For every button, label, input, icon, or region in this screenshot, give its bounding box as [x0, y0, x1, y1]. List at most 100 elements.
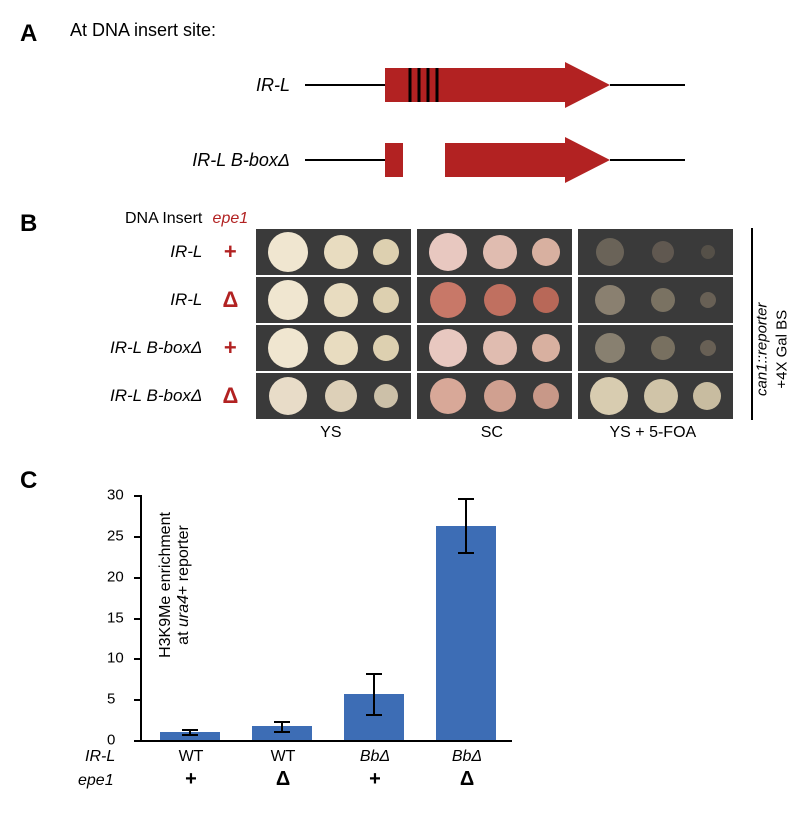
colony-spot	[595, 285, 625, 315]
spot-plate	[256, 325, 411, 371]
y-tick	[134, 618, 142, 620]
insert-label: IR-L B-boxΔ	[47, 386, 210, 406]
x-irl-value: BbΔ	[421, 748, 513, 766]
construct-irl-bbox-label: IR-L B-boxΔ	[150, 150, 290, 171]
y-tick	[134, 495, 142, 497]
error-cap	[274, 721, 290, 723]
y-tick-label: 30	[107, 487, 124, 504]
colony-spot	[652, 241, 674, 263]
y-tick	[134, 577, 142, 579]
colony-spot	[268, 232, 308, 272]
x-epe1-label: epe1	[78, 772, 114, 790]
colony-spot	[532, 334, 560, 362]
colony-spot	[651, 288, 675, 312]
colony-spot	[373, 287, 399, 313]
colony-spot	[324, 235, 358, 269]
colony-spot	[533, 383, 559, 409]
side-labels: can1::reporter +4X Gal BS +GDB-clr4-CDΔ	[752, 296, 793, 403]
construct-irl-bbox: IR-L B-boxΔ	[150, 135, 685, 185]
spot-plate	[417, 277, 572, 323]
insert-label: IR-L B-boxΔ	[47, 338, 210, 358]
colony-spot	[374, 384, 398, 408]
insert-label: IR-L	[47, 290, 210, 310]
colony-spot	[324, 283, 358, 317]
construct-irl-bbox-diagram	[305, 135, 685, 185]
colony-spot	[700, 292, 716, 308]
colony-spot	[373, 239, 399, 265]
chart-area: 051015202530	[140, 495, 512, 742]
colony-spot	[693, 382, 721, 410]
error-cap	[458, 498, 474, 500]
colony-spot	[429, 329, 467, 367]
x-irl-value: BbΔ	[329, 748, 421, 766]
y-tick-label: 20	[107, 568, 124, 585]
spot-plate	[417, 325, 572, 371]
epe1-value: Δ	[210, 287, 250, 313]
colony-spot	[644, 379, 678, 413]
spot-plate	[578, 277, 733, 323]
spot-plate	[578, 325, 733, 371]
colony-spot	[595, 333, 625, 363]
panel-b: B DNA Insert epe1 IR-L+IR-LΔIR-L B-boxΔ+…	[20, 210, 773, 442]
panel-b-row: IR-L B-boxΔ+	[47, 324, 773, 372]
construct-irl-label: IR-L	[150, 75, 290, 96]
y-tick-label: 10	[107, 650, 124, 667]
y-tick	[134, 536, 142, 538]
spot-plate	[417, 229, 572, 275]
colony-spot	[590, 377, 628, 415]
construct-irl-diagram	[305, 60, 685, 110]
colony-spot	[651, 336, 675, 360]
epe1-value: +	[210, 239, 250, 265]
epe1-header: epe1	[210, 210, 250, 228]
colony-spot	[430, 378, 466, 414]
x-irl-value: WT	[145, 748, 237, 766]
colony-spot	[269, 377, 307, 415]
error-cap	[458, 552, 474, 554]
y-tick-label: 15	[107, 609, 124, 626]
error-bar	[373, 673, 375, 714]
construct-irl: IR-L	[150, 60, 685, 110]
colony-spot	[268, 328, 308, 368]
epe1-value: Δ	[210, 383, 250, 409]
media-sc: SC	[411, 424, 572, 442]
x-labels-irl: WTWTBbΔBbΔ	[145, 748, 773, 766]
x-epe1-value: Δ	[421, 768, 513, 791]
x-irl-label: IR-L	[85, 748, 115, 766]
media-labels: YS SC YS + 5-FOA	[250, 424, 773, 442]
x-epe1-value: +	[145, 768, 237, 791]
colony-spot	[700, 340, 716, 356]
colony-spot	[268, 280, 308, 320]
error-cap	[182, 734, 198, 736]
error-cap	[366, 673, 382, 675]
colony-spot	[596, 238, 624, 266]
panel-b-label: B	[20, 210, 37, 238]
insert-label: IR-L	[47, 242, 210, 262]
panel-a-title: At DNA insert site:	[70, 20, 216, 41]
y-tick	[134, 658, 142, 660]
spot-plate	[578, 229, 733, 275]
error-cap	[366, 714, 382, 716]
panel-b-row: IR-L B-boxΔΔ	[47, 372, 773, 420]
panel-a: A At DNA insert site: IR-L IR-L B-boxΔ	[20, 20, 773, 200]
y-tick-label: 25	[107, 527, 124, 544]
panel-b-row: IR-LΔ	[47, 276, 773, 324]
spot-plate	[256, 229, 411, 275]
colony-spot	[324, 331, 358, 365]
x-epe1-value: Δ	[237, 768, 329, 791]
panel-c: C H3K9Me enrichment at ura4+ reporter 05…	[20, 467, 773, 791]
colony-spot	[429, 233, 467, 271]
x-epe1-value: +	[329, 768, 421, 791]
error-bar	[465, 498, 467, 552]
media-ys5foa: YS + 5-FOA	[572, 424, 733, 442]
y-tick-label: 5	[107, 691, 115, 708]
colony-spot	[483, 235, 517, 269]
colony-spot	[701, 245, 715, 259]
colony-spot	[483, 331, 517, 365]
x-irl-value: WT	[237, 748, 329, 766]
error-cap	[274, 731, 290, 733]
y-tick-label: 0	[107, 732, 115, 749]
y-tick	[134, 740, 142, 742]
colony-spot	[533, 287, 559, 313]
colony-spot	[373, 335, 399, 361]
epe1-value: +	[210, 335, 250, 361]
